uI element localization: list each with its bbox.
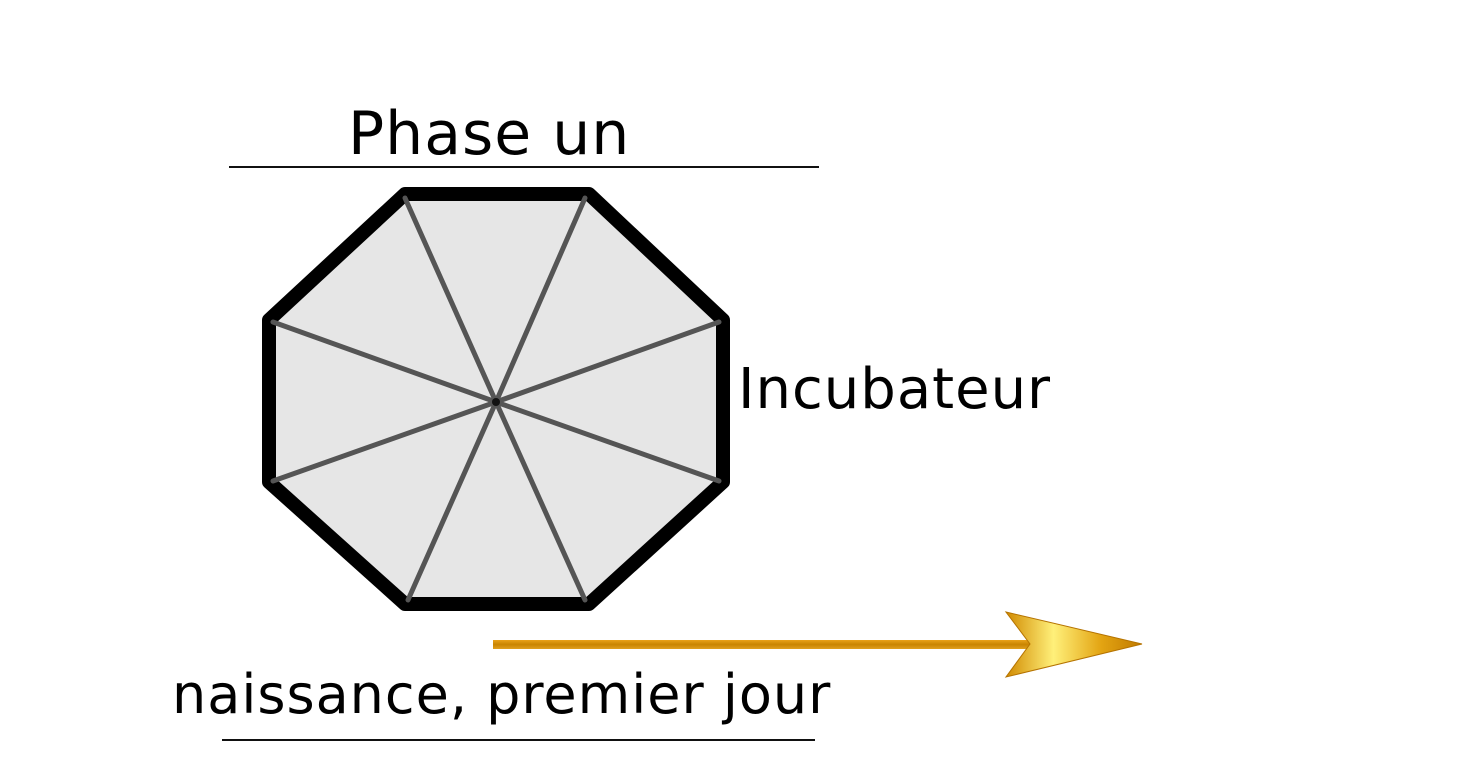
octagon-center	[492, 398, 500, 406]
spoke-1	[402, 195, 499, 405]
incubator-label: Incubateur	[738, 357, 1052, 422]
diagram-title: Phase un	[348, 99, 631, 169]
spoke-8	[270, 319, 499, 405]
spoke-2	[493, 195, 588, 405]
spoke-5	[493, 399, 588, 603]
timeline-label: naissance, premier jour	[172, 663, 832, 726]
arrow-shaft	[493, 640, 1033, 649]
incubator-octagon	[262, 187, 730, 611]
spoke-3	[493, 319, 722, 405]
arrow-head	[1004, 611, 1143, 678]
octagon-spokes	[270, 195, 722, 603]
spoke-6	[405, 399, 499, 603]
spoke-7	[270, 399, 499, 484]
timeline-underline	[222, 739, 815, 741]
timeline-arrow	[493, 611, 1143, 678]
title-underline	[229, 166, 819, 168]
spoke-4	[493, 399, 722, 484]
